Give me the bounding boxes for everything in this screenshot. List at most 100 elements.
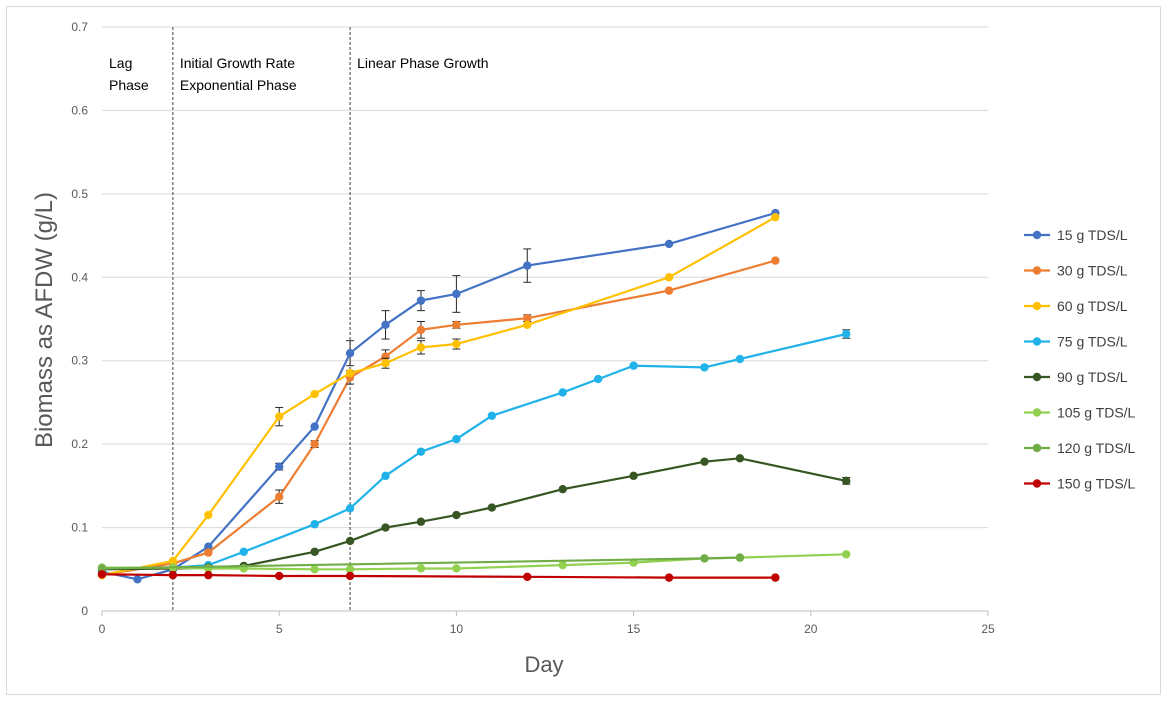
data-point <box>487 411 497 420</box>
data-point <box>664 239 674 249</box>
legend-swatch-marker <box>1032 443 1042 453</box>
phase-label: Linear Phase Growth <box>357 55 489 71</box>
data-point <box>558 388 567 397</box>
x-tick-label: 20 <box>804 622 818 636</box>
x-axis-title: Day <box>524 652 563 677</box>
y-tick-label: 0 <box>81 604 88 618</box>
data-point <box>664 573 674 582</box>
data-point <box>416 447 426 456</box>
phase-label: Lag Phase <box>109 55 149 93</box>
legend-swatch-marker <box>1032 266 1042 275</box>
legend-item: 30 g TDS/L <box>1024 263 1128 279</box>
data-point <box>345 349 355 358</box>
x-tick-label: 5 <box>276 622 283 636</box>
legend-swatch-marker <box>1032 301 1042 311</box>
data-point <box>133 575 142 584</box>
y-tick-label: 0.3 <box>71 354 88 368</box>
legend-label: 75 g TDS/L <box>1057 334 1128 350</box>
data-point <box>416 564 426 573</box>
series-line <box>101 259 776 577</box>
series-line <box>101 573 776 579</box>
chart-frame <box>6 6 1161 695</box>
data-point <box>345 571 355 581</box>
data-point <box>842 329 851 339</box>
data-point <box>523 313 532 323</box>
x-tick-label: 0 <box>99 622 106 636</box>
gridlines <box>102 26 988 612</box>
series-75-g-tds-l <box>97 329 851 574</box>
legend-label: 30 g TDS/L <box>1057 263 1128 279</box>
data-point <box>275 412 284 421</box>
data-point <box>771 256 780 265</box>
legend-swatch-marker <box>1032 230 1042 240</box>
y-tick-label: 0.7 <box>71 20 88 34</box>
data-point <box>310 565 319 574</box>
y-tick-label: 0.4 <box>71 270 88 284</box>
data-point <box>452 510 461 520</box>
x-tick-label: 10 <box>450 622 464 636</box>
data-point <box>97 564 107 573</box>
data-point <box>452 289 461 299</box>
x-tick-labels: 0 5 10 15 20 25 <box>99 611 995 636</box>
data-point <box>842 476 851 486</box>
data-point <box>204 548 213 557</box>
data-point <box>452 320 461 330</box>
legend-label: 150 g TDS/L <box>1057 476 1136 492</box>
series-group <box>97 208 851 584</box>
data-point <box>204 542 213 551</box>
phase-annotations: Lag Phase Initial Growth Rate Exponential P… <box>109 27 489 611</box>
legend-label: 105 g TDS/L <box>1057 405 1136 421</box>
series-line <box>101 211 776 581</box>
data-point <box>523 572 532 581</box>
data-point <box>452 434 461 444</box>
data-point <box>381 320 390 330</box>
legend-item: 75 g TDS/L <box>1024 334 1128 350</box>
legend-swatch-marker <box>1032 479 1042 488</box>
data-point <box>664 286 674 295</box>
data-point <box>735 454 745 463</box>
y-tick-labels: 0 0.1 0.2 0.3 0.4 0.5 0.6 0.7 <box>71 20 88 618</box>
legend-item: 150 g TDS/L <box>1024 476 1136 492</box>
x-tick-label: 15 <box>627 622 641 636</box>
data-point <box>204 510 213 520</box>
data-point <box>168 570 178 580</box>
data-point <box>416 517 426 526</box>
data-point <box>345 369 355 378</box>
data-point <box>593 374 603 384</box>
data-point <box>345 536 355 546</box>
data-point <box>275 492 284 501</box>
data-point <box>97 570 107 579</box>
data-point <box>345 565 355 574</box>
data-point <box>310 520 319 529</box>
data-point <box>771 573 780 582</box>
data-point <box>629 361 638 370</box>
data-point <box>381 471 390 481</box>
data-point <box>700 457 709 466</box>
legend-label: 60 g TDS/L <box>1057 298 1128 314</box>
legend-item: 105 g TDS/L <box>1024 405 1136 421</box>
data-point <box>416 325 426 335</box>
data-point <box>487 503 497 512</box>
series-60-g-tds-l <box>97 213 780 580</box>
data-point <box>310 389 319 399</box>
data-point <box>664 273 674 282</box>
data-point <box>523 320 532 330</box>
series-line <box>101 332 847 571</box>
data-point <box>168 556 178 566</box>
y-tick-label: 0.2 <box>71 437 88 451</box>
legend-item: 90 g TDS/L <box>1024 369 1128 385</box>
data-point <box>204 570 213 580</box>
data-point <box>310 547 319 556</box>
data-point <box>310 439 319 449</box>
legend-swatch-marker <box>1032 372 1042 382</box>
legend-swatch-marker <box>1032 337 1042 346</box>
data-point <box>416 296 426 305</box>
legend-label: 90 g TDS/L <box>1057 369 1128 385</box>
legend-label: 15 g TDS/L <box>1057 227 1128 243</box>
data-point <box>416 343 426 352</box>
series-30-g-tds-l <box>97 256 780 580</box>
y-tick-label: 0.6 <box>71 103 88 117</box>
data-point <box>842 550 851 559</box>
data-point <box>629 471 638 481</box>
